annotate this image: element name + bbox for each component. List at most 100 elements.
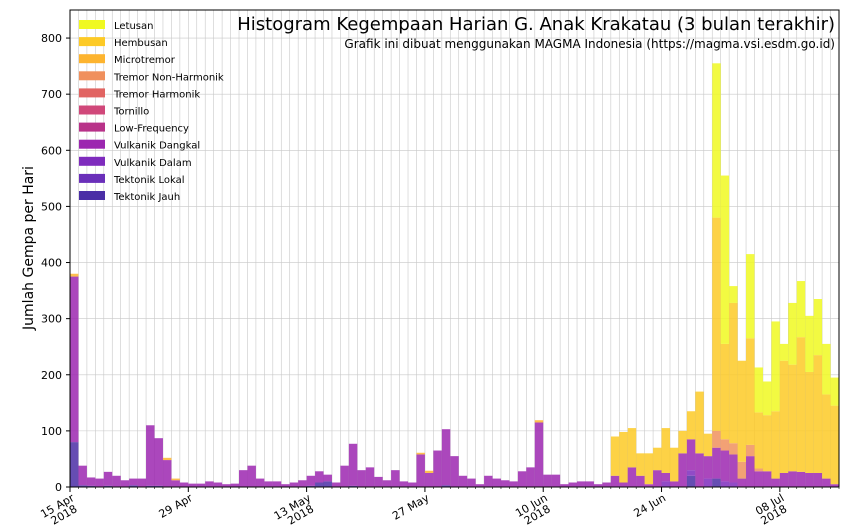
y-tick-label: 0 <box>55 481 62 494</box>
bar-segment <box>230 483 240 487</box>
bar-segment <box>754 471 763 487</box>
bar-segment <box>669 447 679 482</box>
bar-segment <box>754 468 763 472</box>
bar-segment <box>129 485 138 487</box>
bar-segment <box>298 480 307 487</box>
bar-segment <box>179 482 189 487</box>
x-tick-label: 15 Apr2018 <box>38 491 82 529</box>
legend-swatch <box>79 88 105 98</box>
x-tick-label-line: 29 Apr <box>157 491 196 521</box>
y-tick-label: 200 <box>41 369 62 382</box>
legend-label: Hembusan <box>114 38 168 49</box>
bar-segment <box>424 472 434 487</box>
bar-segment <box>796 471 806 487</box>
bar-segment <box>636 475 645 487</box>
bar-segment <box>796 281 806 338</box>
bar-segment <box>408 482 417 487</box>
bar-segment <box>653 447 662 471</box>
bar-segment <box>593 484 603 487</box>
x-tick-label: 29 Apr <box>157 491 196 521</box>
bar-segment <box>627 428 637 468</box>
bar-segment <box>306 485 316 487</box>
bar-segment <box>441 429 451 486</box>
bar-segment <box>323 481 332 487</box>
bar-segment <box>830 377 839 406</box>
bar-segment <box>805 371 814 473</box>
bar-segment <box>619 432 628 483</box>
bar-segment <box>805 472 814 487</box>
bar-segment <box>788 471 797 487</box>
y-tick-label: 700 <box>41 88 62 101</box>
bar-segment <box>272 481 282 487</box>
bar-segment <box>788 302 797 365</box>
bar-segment <box>805 315 814 372</box>
bar-segment <box>746 456 755 487</box>
bar-segment <box>222 484 231 487</box>
bar-segment <box>636 453 645 476</box>
bar-segment <box>188 483 197 487</box>
bar-segment <box>348 485 358 487</box>
bar-segment <box>788 364 797 472</box>
bar-segment <box>813 472 823 487</box>
legend-swatch <box>79 105 105 115</box>
legend-label: Tektonik Jauh <box>113 192 180 203</box>
legend-swatch <box>79 37 105 47</box>
bar-segment <box>154 485 163 487</box>
bar-segment <box>560 484 569 487</box>
legend: Letusan Hembusan Microtremor Tremor Non-Har… <box>79 20 224 203</box>
bar-segment <box>120 480 130 487</box>
bar-segment <box>205 481 214 487</box>
bar-segment <box>416 454 425 487</box>
bar-segment <box>255 478 265 487</box>
legend-label: Low-Frequency <box>114 124 189 135</box>
bar-segment <box>619 482 628 487</box>
bar-segment <box>146 485 155 487</box>
bar-segment <box>391 470 400 487</box>
bar-segment <box>534 420 544 423</box>
bar-segment <box>813 355 823 473</box>
bar-segment <box>315 482 324 487</box>
bar-segment <box>737 360 747 462</box>
bar-segment <box>720 481 730 487</box>
bar-segment <box>416 452 425 455</box>
bar-segment <box>610 475 620 487</box>
bar-segment <box>720 175 730 344</box>
bar-segment <box>686 411 696 440</box>
x-tick-label: 10 Jun2018 <box>513 491 555 529</box>
bar-segment <box>382 480 392 487</box>
bar-segment <box>703 456 713 479</box>
bar-segment <box>813 299 823 356</box>
bar-segment <box>467 478 476 487</box>
bar-segment <box>568 482 578 487</box>
x-tick-label: 27 May <box>390 491 432 523</box>
bar-segment <box>534 422 544 487</box>
legend-swatch <box>79 71 105 81</box>
bar-segment <box>720 450 730 482</box>
bar-segment <box>162 460 172 487</box>
bar-segment <box>196 483 206 487</box>
bar-segment <box>644 453 654 485</box>
bar-segment <box>70 276 79 443</box>
bar-segment <box>746 338 755 445</box>
bar-segment <box>712 217 721 431</box>
bar-segment <box>306 475 316 486</box>
bar-segment <box>171 480 180 487</box>
legend-swatch <box>79 139 105 149</box>
bar-segment <box>695 391 704 454</box>
bar-segment <box>737 461 747 479</box>
bar-segment <box>213 482 223 487</box>
bar-segment <box>712 63 721 218</box>
bar-segment <box>365 467 375 487</box>
bar-segment <box>526 467 535 487</box>
y-tick-label: 600 <box>41 144 62 157</box>
x-tick-label: 08 Jul2018 <box>753 491 792 527</box>
bar-segment <box>103 471 113 486</box>
chart-subtitle: Grafik ini dibuat menggunakan MAGMA Indo… <box>344 37 835 51</box>
bar-segment <box>729 302 738 444</box>
bar-segment <box>517 471 527 487</box>
x-tick-label-line: 27 May <box>390 491 432 523</box>
bar-segment <box>78 465 87 486</box>
bar-segment <box>458 475 468 487</box>
bar-segment <box>720 343 730 440</box>
bar-segment <box>712 430 721 448</box>
